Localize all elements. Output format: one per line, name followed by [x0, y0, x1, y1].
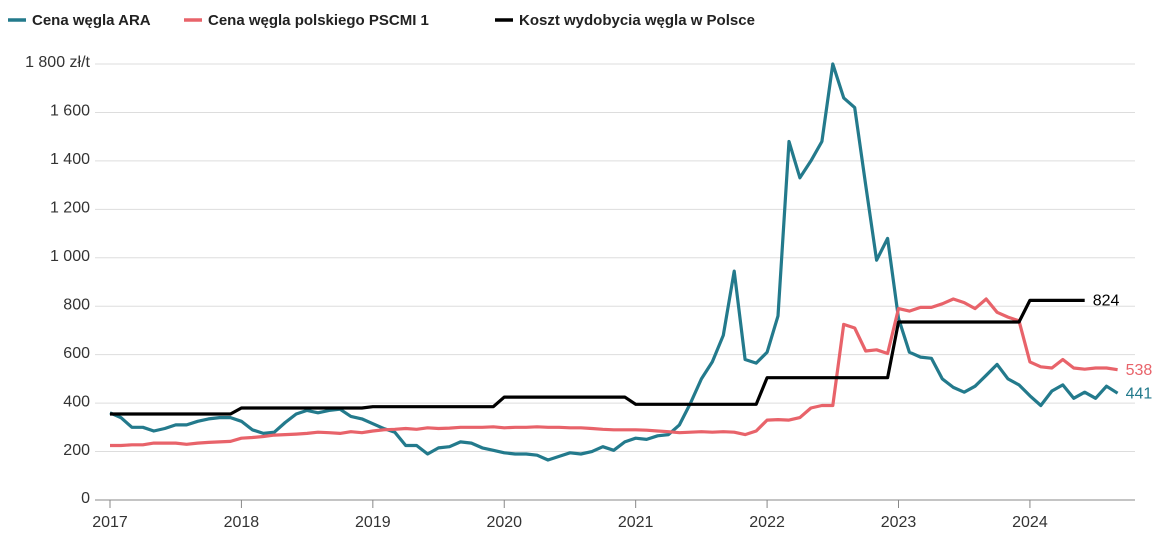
- y-tick-label: 0: [81, 490, 90, 507]
- legend-label: Cena węgla polskiego PSCMI 1: [208, 12, 429, 29]
- y-tick-label: 1 800 zł/t: [25, 54, 90, 71]
- x-tick-label: 2018: [224, 514, 260, 531]
- legend-label: Koszt wydobycia węgla w Polsce: [519, 12, 755, 29]
- y-tick-label: 200: [63, 442, 90, 459]
- series-line: [110, 297, 1118, 448]
- series-line: [109, 62, 1119, 462]
- y-tick-label: 1 400: [50, 151, 90, 168]
- x-tick-label: 2019: [355, 514, 391, 531]
- y-tick-label: 1 200: [50, 200, 90, 217]
- x-tick-label: 2024: [1012, 514, 1048, 531]
- y-tick-label: 1 000: [50, 248, 90, 265]
- end-label: 441: [1126, 385, 1153, 402]
- series-line: [110, 298, 1085, 416]
- end-label: 538: [1126, 362, 1153, 379]
- legend: Cena węgla ARA Cena węgla polskiego PSCMI…: [8, 12, 755, 29]
- x-tick-label: 2021: [618, 514, 654, 531]
- y-tick-label: 800: [63, 296, 90, 313]
- end-label: 824: [1093, 293, 1120, 310]
- y-tick-label: 400: [63, 393, 90, 410]
- x-tick-label: 2017: [92, 514, 128, 531]
- y-tick-label: 1 600: [50, 103, 90, 120]
- x-tick-label: 2020: [486, 514, 522, 531]
- legend-label: Cena węgla ARA: [32, 12, 151, 29]
- x-tick-label: 2023: [881, 514, 917, 531]
- y-tick-label: 600: [63, 345, 90, 362]
- x-tick-label: 2022: [749, 514, 785, 531]
